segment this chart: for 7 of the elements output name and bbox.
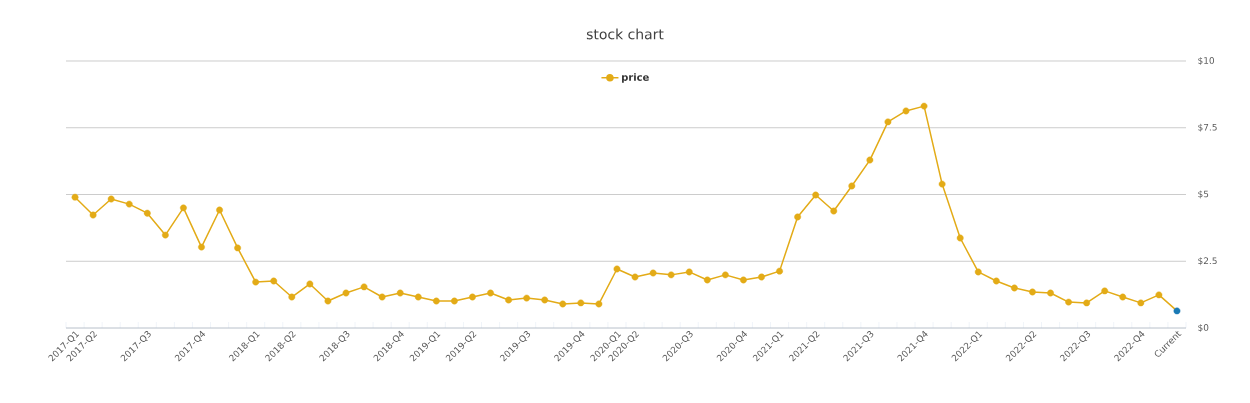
y-tick-label: $0 xyxy=(1198,323,1209,333)
y-tick-label: $5 xyxy=(1198,190,1209,199)
y-tick-label: $2.5 xyxy=(1198,257,1217,266)
legend-label: price xyxy=(622,73,649,83)
y-tick-label: $7.5 xyxy=(1198,123,1217,132)
y-tick-label: $10 xyxy=(1198,56,1215,66)
chart-title: stock chart xyxy=(586,28,664,40)
